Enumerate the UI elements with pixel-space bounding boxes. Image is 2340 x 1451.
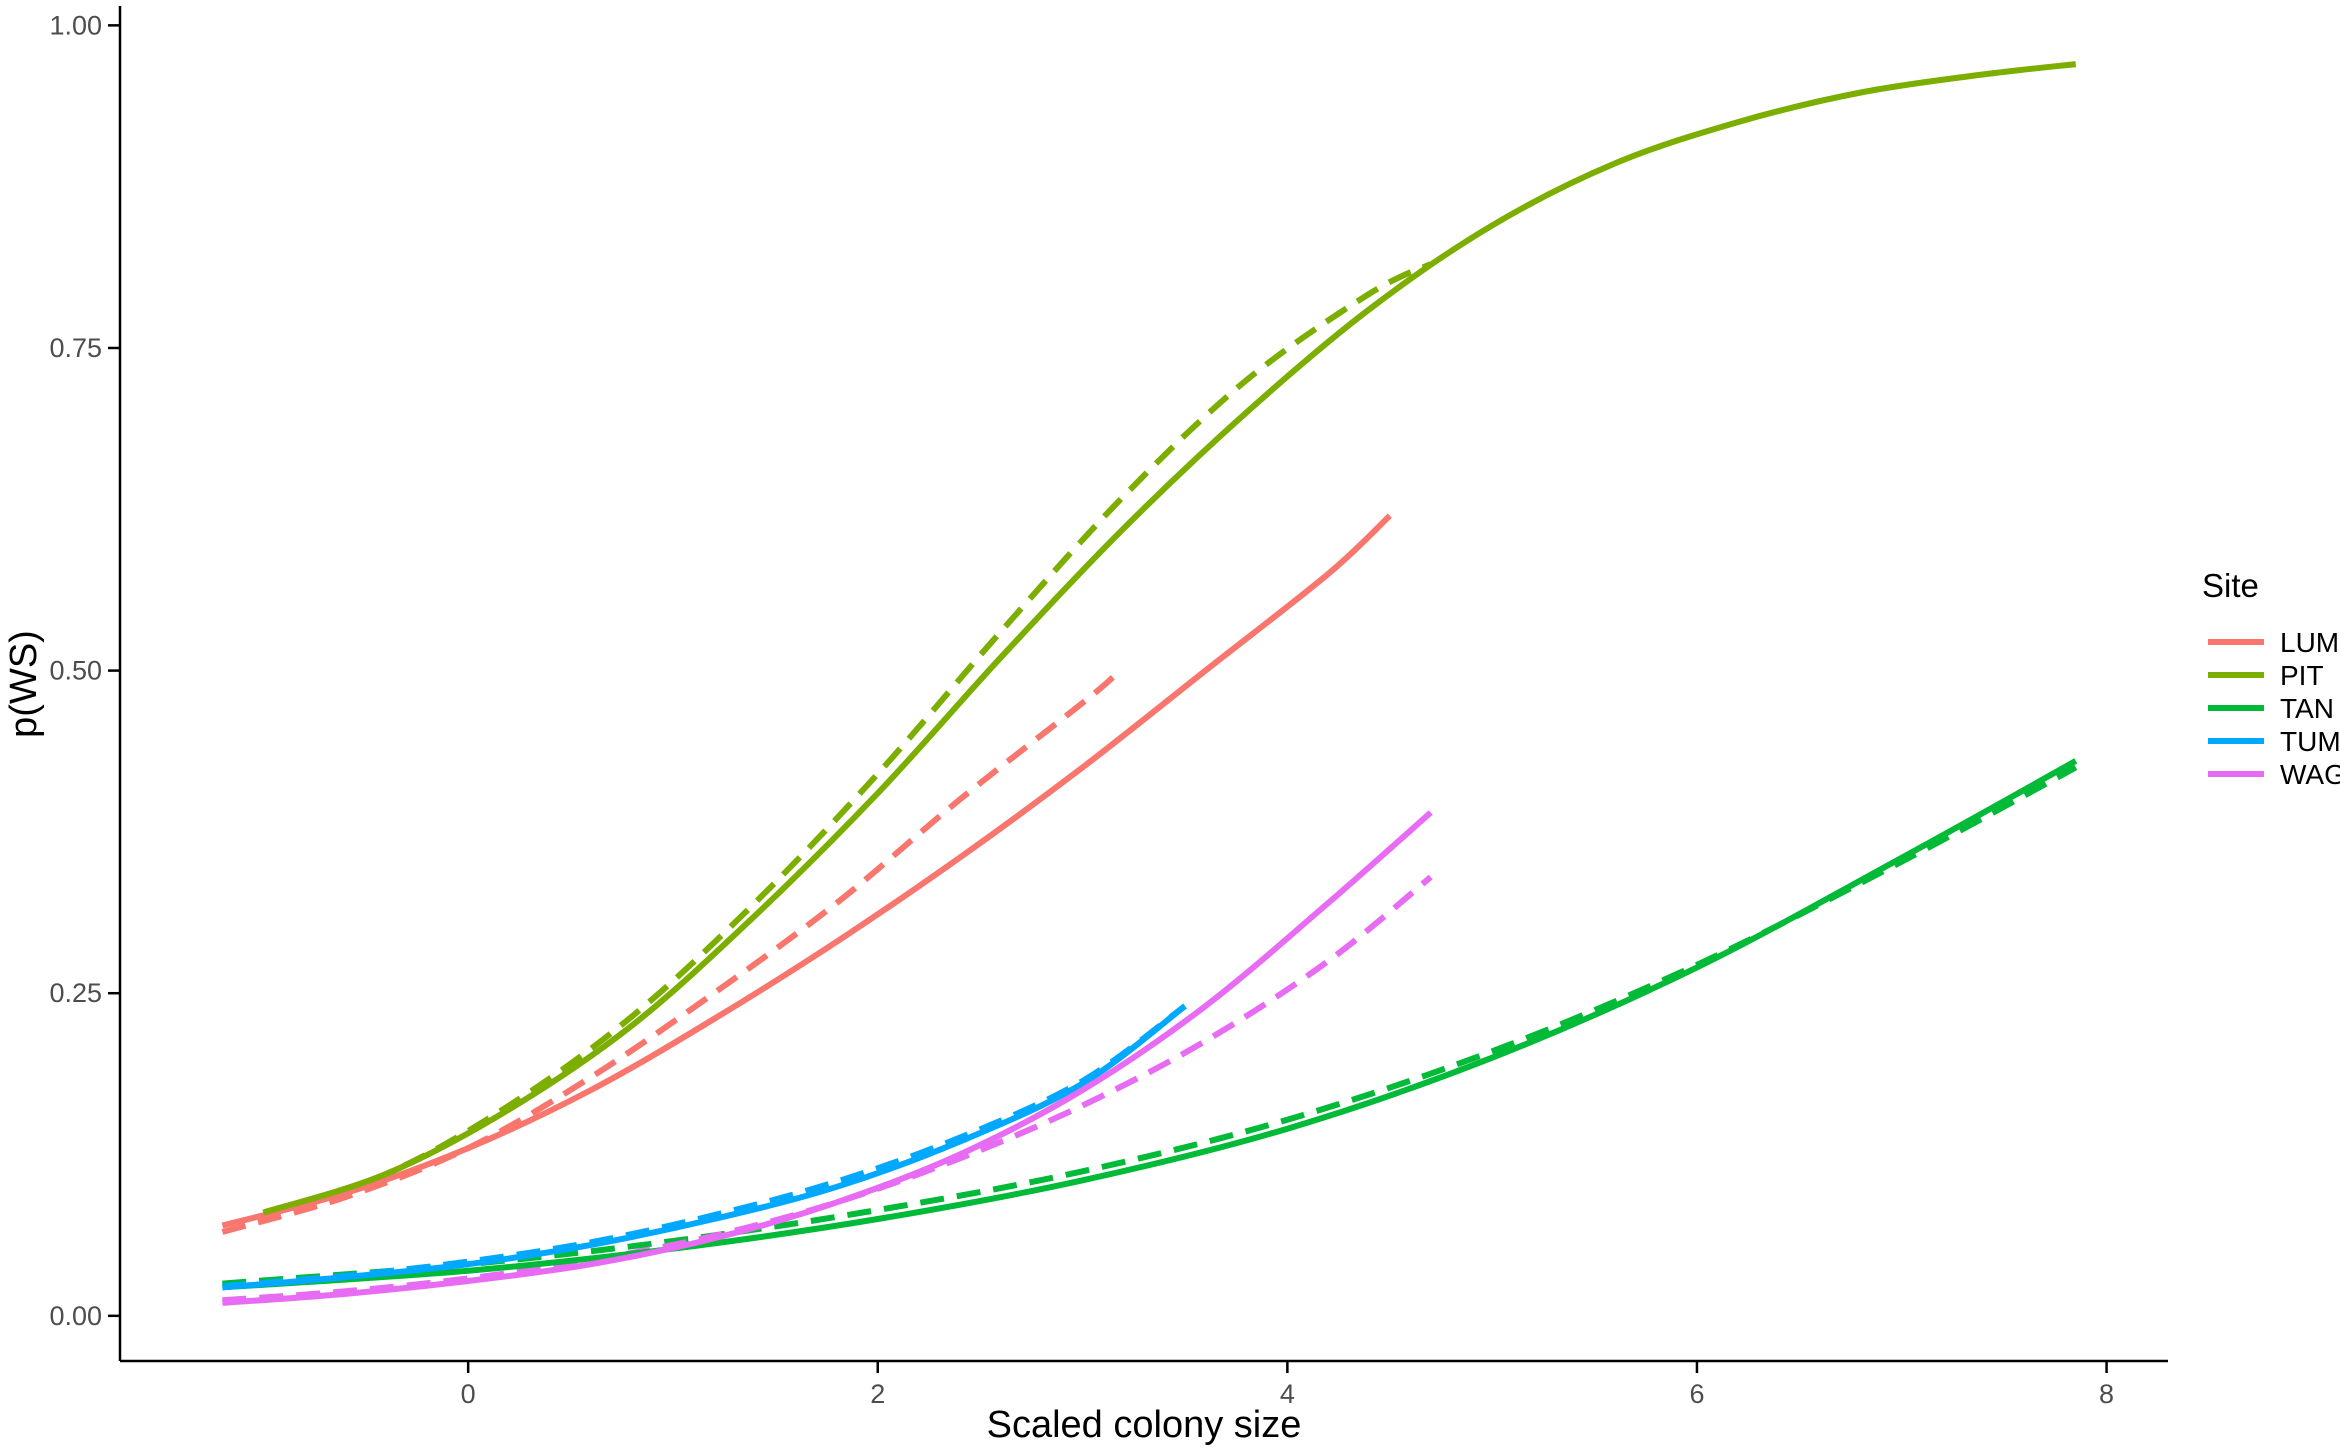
- series-line-lum-solid: [221, 513, 1392, 1229]
- series-line-tan-solid: [222, 758, 2078, 1291]
- x-axis-title: Scaled colony size: [987, 1404, 1302, 1446]
- x-tick-label-3: 6: [1689, 1379, 1704, 1409]
- plot-area: [118, 6, 2168, 1363]
- x-tick-label-4: 8: [2099, 1379, 2114, 1409]
- x-axis-ticks: 0 2 4 6 8: [461, 1361, 2114, 1409]
- legend-label-wag: WAG: [2280, 759, 2340, 790]
- x-tick-label-1: 2: [870, 1379, 885, 1409]
- legend-label-pit: PIT: [2280, 660, 2324, 691]
- y-axis-title: p(WS): [3, 630, 45, 738]
- legend-label-lum: LUM: [2280, 627, 2339, 658]
- series-line-tum-solid: [222, 1003, 1187, 1291]
- series-line-tan-dashed: [222, 764, 2078, 1287]
- y-tick-label-2: 0.50: [49, 656, 102, 686]
- series-line-lum-dashed: [221, 674, 1116, 1235]
- x-tick-label-0: 0: [461, 1379, 476, 1409]
- legend-label-tan: TAN: [2280, 693, 2334, 724]
- series-layer: [221, 61, 2078, 1306]
- legend-label-tum: TUM: [2280, 726, 2340, 757]
- y-tick-label-3: 0.75: [49, 333, 102, 363]
- y-tick-label-1: 0.25: [49, 978, 102, 1008]
- series-line-wag-solid: [222, 810, 1433, 1306]
- series-line-pit-solid: [262, 61, 2077, 1216]
- y-axis-ticks: 0.00 0.25 0.50 0.75 1.00: [49, 10, 120, 1331]
- series-line-wag-dashed: [222, 874, 1433, 1304]
- legend-title: Site: [2202, 567, 2259, 604]
- x-tick-label-2: 4: [1280, 1379, 1295, 1409]
- y-tick-label-4: 1.00: [49, 10, 102, 40]
- y-tick-label-0: 0.00: [49, 1301, 102, 1331]
